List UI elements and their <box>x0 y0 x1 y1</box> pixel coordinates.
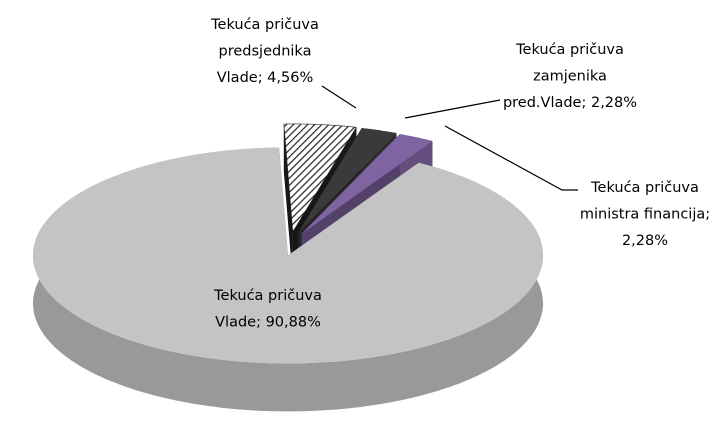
data-label-line: Tekuća pričuva <box>515 42 624 58</box>
slice <box>33 147 543 364</box>
leader-line <box>404 99 501 119</box>
data-label-line: Tekuća pričuva <box>213 288 322 304</box>
data-label-line: Vlade; 4,56% <box>217 70 314 86</box>
data-label-line: predsjednika <box>219 44 312 60</box>
slice <box>301 134 433 234</box>
data-label: Tekuća pričuva ministra financija; 2,28% <box>580 180 710 249</box>
leader-lines <box>321 85 578 191</box>
data-label-line: zamjenika <box>533 69 607 85</box>
leader-line <box>321 85 357 109</box>
labels: Tekuća pričuva predsjednika Vlade; 4,56%Te… <box>210 17 710 331</box>
data-label: Tekuća pričuva zamjenika pred.Vlade; 2,28% <box>503 42 637 111</box>
data-label-line: ministra financija; <box>580 207 710 223</box>
data-label-line: Tekuća pričuva <box>590 180 699 196</box>
slice <box>283 123 357 233</box>
data-label-line: Tekuća pričuva <box>210 17 319 33</box>
pie <box>33 123 543 412</box>
slice <box>33 147 543 412</box>
data-label-line: pred.Vlade; 2,28% <box>503 95 637 111</box>
slice <box>298 128 397 233</box>
data-label-line: 2,28% <box>622 233 668 249</box>
leader-line <box>444 125 578 191</box>
data-label-line: Vlade; 90,88% <box>215 315 321 331</box>
data-label: Tekuća pričuva predsjednika Vlade; 4,56% <box>210 17 319 86</box>
data-label: Tekuća pričuva Vlade; 90,88% <box>213 288 322 331</box>
